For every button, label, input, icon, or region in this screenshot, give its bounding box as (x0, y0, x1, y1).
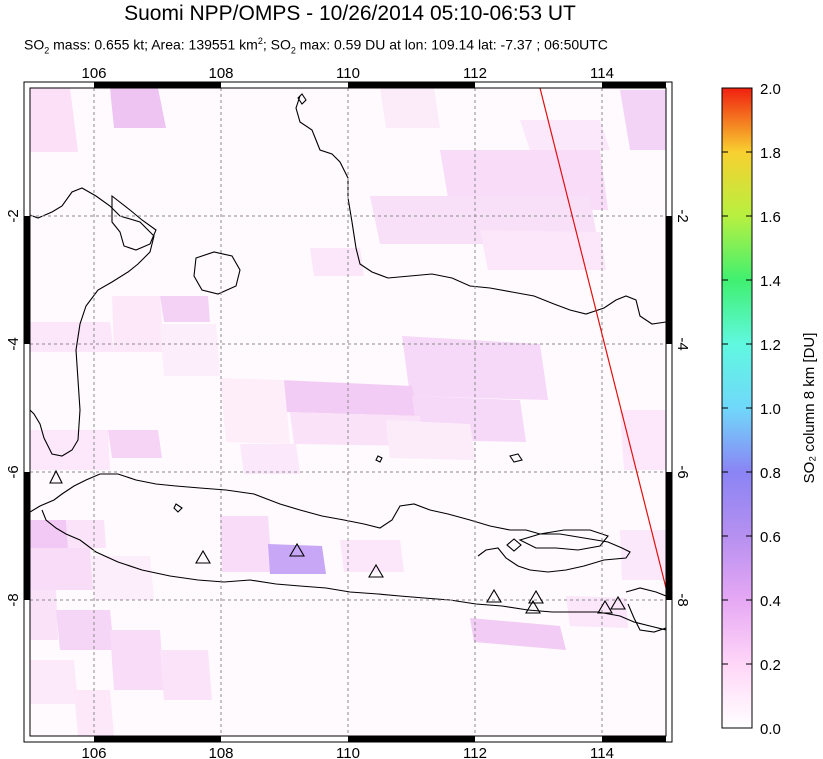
map-frame (23, 81, 673, 743)
lat-tick-right: -6 (674, 465, 691, 478)
volcano-icon (368, 563, 384, 578)
lat-ticks: -2 -4 -6 -8 -2 -4 -6 -8 (5, 209, 691, 606)
colorbar: 0.0 0.2 0.4 0.6 0.8 1.0 1.2 1.4 1.6 1.8 … (721, 81, 818, 738)
volcano-icon (525, 599, 541, 614)
colorbar-tick: 2.0 (760, 81, 781, 98)
lat-tick-right: -2 (674, 209, 691, 222)
lon-tick-top: 108 (208, 65, 233, 82)
volcano-icon (195, 549, 211, 564)
map-subtitle: SO2 mass: 0.655 kt; Area: 139551 km2; SO… (24, 36, 608, 56)
volcano-icon (597, 599, 613, 614)
colorbar-tick: 1.0 (760, 401, 781, 418)
lat-tick-left: -6 (5, 465, 22, 478)
lon-ticks: 106 108 110 112 114 106 108 110 112 114 (81, 65, 613, 759)
colorbar-tick: 1.6 (760, 209, 781, 226)
colorbar-tick: 1.8 (760, 145, 781, 162)
lon-tick-bottom: 114 (590, 745, 614, 759)
volcano-icon (289, 542, 305, 557)
lon-tick-bottom: 110 (336, 745, 360, 759)
lon-tick-top: 110 (336, 65, 360, 82)
lon-tick-bottom: 106 (81, 745, 106, 759)
lat-tick-left: -4 (5, 337, 22, 350)
colorbar-tick: 0.0 (760, 721, 781, 738)
swath-edge-line (539, 88, 666, 589)
volcano-icon (610, 595, 626, 610)
colorbar-tick: 0.4 (760, 593, 781, 610)
lat-tick-left: -2 (5, 209, 22, 222)
lon-tick-top: 114 (590, 65, 614, 82)
lon-tick-bottom: 112 (463, 745, 487, 759)
colorbar-tick: 1.4 (760, 273, 781, 290)
colorbar-tick: 0.6 (760, 529, 781, 546)
colorbar-tick: 1.2 (760, 337, 781, 354)
volcano-icon (49, 469, 63, 484)
colorbar-tick: 0.8 (760, 465, 781, 482)
coastlines (30, 93, 666, 633)
volcano-icon (506, 538, 522, 552)
lon-tick-top: 112 (463, 65, 487, 82)
colorbar-label: SO₂ column 8 km [DU] (801, 333, 818, 484)
colorbar-tick: 0.2 (760, 657, 781, 674)
volcano-markers (49, 469, 626, 614)
map-title: Suomi NPP/OMPS - 10/26/2014 05:10-06:53 … (124, 2, 576, 25)
volcano-icon (528, 589, 544, 604)
so2-pixel-layer (30, 88, 666, 736)
lat-tick-right: -4 (674, 337, 691, 350)
lon-tick-bottom: 108 (208, 745, 233, 759)
lat-tick-right: -8 (674, 593, 691, 606)
graticule (30, 88, 666, 736)
lon-tick-top: 106 (81, 65, 106, 82)
lat-tick-left: -8 (5, 593, 22, 606)
volcano-icon (486, 588, 502, 603)
